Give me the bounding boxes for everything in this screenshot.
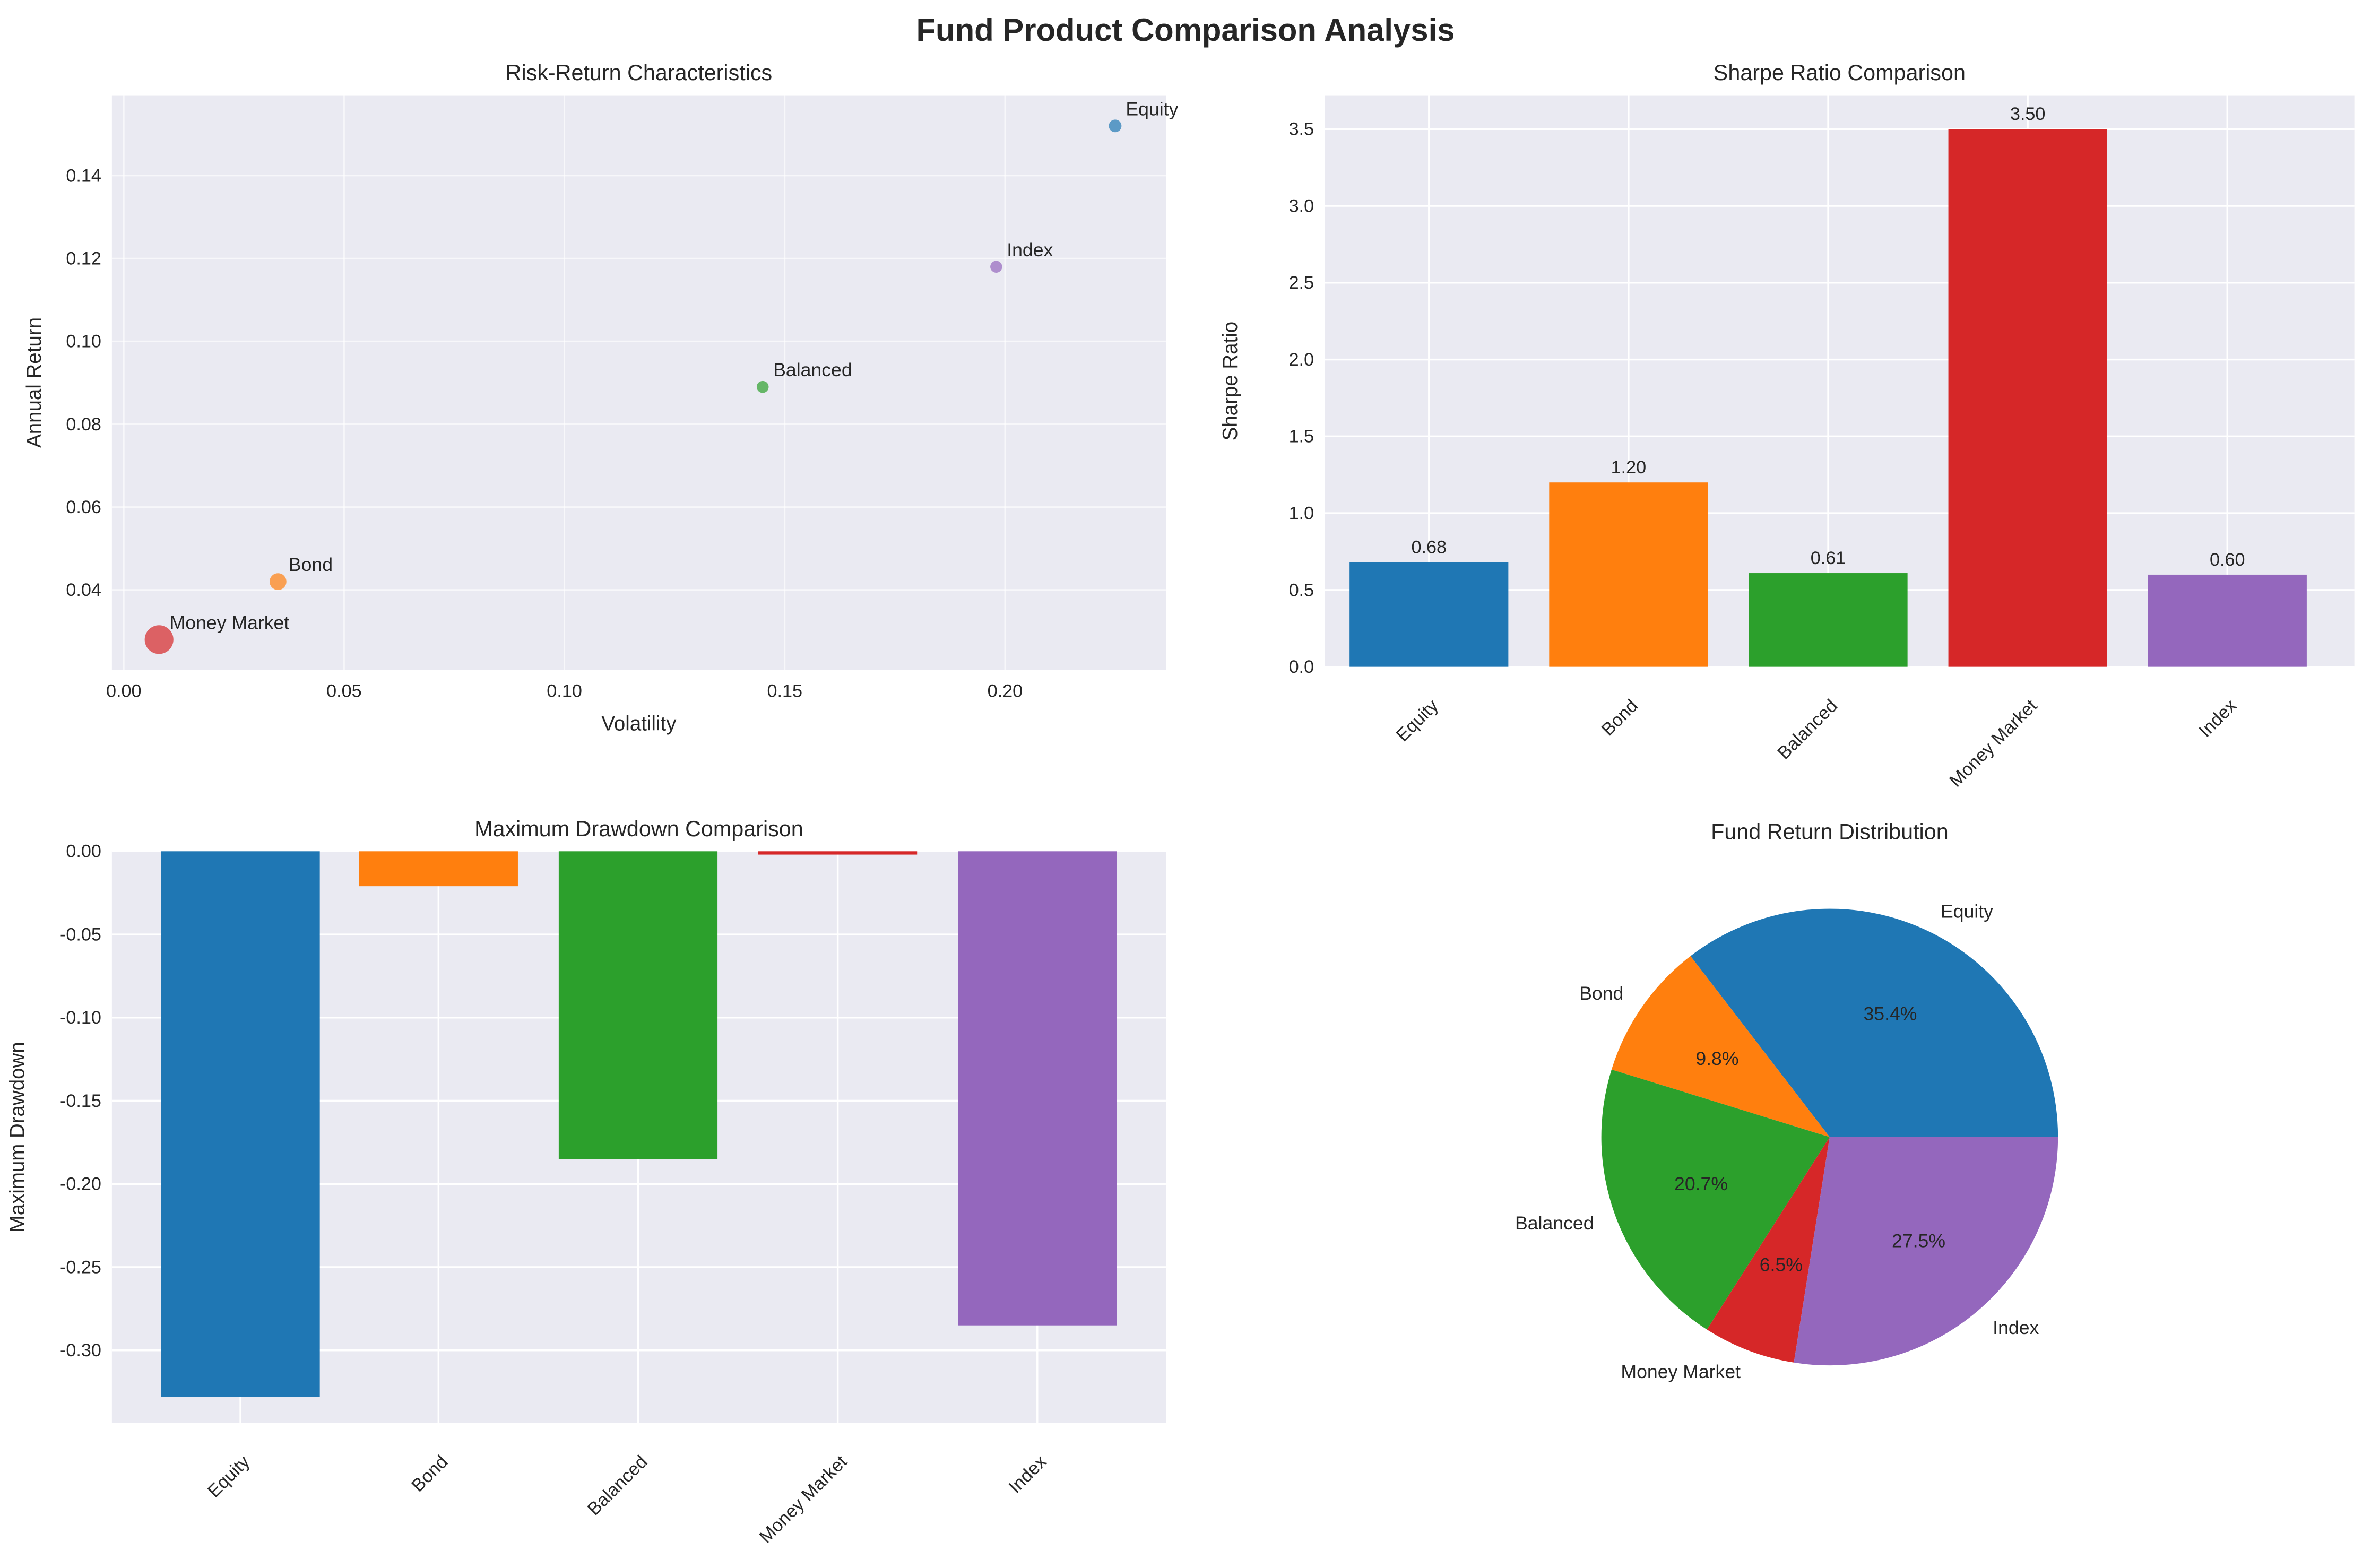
point-annotation: Money Market (170, 612, 290, 633)
y-tick-label: 3.0 (1289, 196, 1314, 216)
bar-value-label: 0.60 (2210, 550, 2245, 570)
axes-background (111, 95, 1166, 670)
pie-percent-label: 27.5% (1892, 1231, 1945, 1252)
point-annotation: Bond (289, 554, 333, 575)
x-tick-label: 0.10 (547, 681, 582, 701)
return-distribution-pie: Equity 35.4% Bond 9.8% Balanced 20.7% Money Ma… (1515, 820, 2058, 1382)
scatter-point-balanced (756, 380, 769, 393)
chart-title: Sharpe Ratio Comparison (1714, 60, 1966, 85)
y-tick-label: 2.5 (1289, 273, 1314, 293)
x-tick-label: Index (1005, 1452, 1051, 1497)
y-tick-label: 0.06 (66, 497, 101, 517)
x-tick-label: 0.00 (106, 681, 142, 701)
chart-title: Fund Return Distribution (1711, 820, 1949, 844)
x-axis-label: Volatility (601, 712, 677, 735)
y-tick-label: 0.08 (66, 414, 101, 435)
pie-slice-money-market (1707, 1137, 1830, 1363)
bar-equity (1349, 562, 1509, 667)
bar-balanced (558, 851, 718, 1159)
x-tick-label: Bond (408, 1452, 452, 1496)
x-tick-label: 0.05 (326, 681, 362, 701)
pie-percent-label: 6.5% (1760, 1254, 1803, 1276)
y-tick-label: -0.10 (60, 1008, 101, 1028)
y-tick-label: 0.12 (66, 249, 101, 269)
scatter-point-index (990, 261, 1002, 273)
pie-slice-index (1794, 1137, 2058, 1366)
bar-balanced (1749, 573, 1908, 667)
risk-return-scatter: 0.00 0.05 0.10 0.15 0.20 0.04 0.06 0.08 0.10 0.12… (23, 60, 1179, 735)
bar-value-label: 0.68 (1411, 538, 1447, 558)
bar-money-market (1948, 129, 2107, 667)
pie-slice-bond (1611, 956, 1830, 1137)
max-drawdown-bar-chart: 0.00 -0.05 -0.10 -0.15 -0.20 -0.25 -0.30 Equity… (6, 817, 1166, 1547)
main-title: Fund Product Comparison Analysis (916, 12, 1455, 48)
x-tick-label: Equity (1392, 695, 1443, 746)
y-tick-label: 0.0 (1289, 657, 1314, 677)
y-tick-label: 0.04 (66, 580, 101, 600)
pie-label: Equity (1941, 901, 1993, 922)
x-tick-label: Balanced (1773, 696, 1841, 764)
x-tick-label: 0.15 (767, 681, 802, 701)
y-tick-label: 0.5 (1289, 580, 1314, 600)
bar-equity (161, 851, 320, 1397)
pie-slice-balanced (1601, 1069, 1830, 1330)
pie-percent-label: 20.7% (1674, 1173, 1728, 1194)
scatter-point-equity (1109, 119, 1122, 133)
y-tick-label: -0.05 (60, 924, 101, 945)
chart-title: Risk-Return Characteristics (506, 60, 773, 85)
bar-index (958, 851, 1117, 1326)
bar-value-label: 0.61 (1811, 548, 1846, 568)
x-tick-label: 0.20 (988, 681, 1023, 701)
y-tick-label: 1.5 (1289, 427, 1314, 447)
y-tick-label: -0.25 (60, 1257, 101, 1277)
x-tick-label: Index (2195, 696, 2240, 741)
pie-slice-equity (1690, 908, 2058, 1137)
bar-value-label: 3.50 (2010, 104, 2046, 124)
y-tick-label: 2.0 (1289, 350, 1314, 370)
y-tick-label: 0.00 (66, 842, 101, 862)
bar-money-market (758, 851, 918, 855)
bar-bond (359, 851, 518, 887)
y-axis-label: Annual Return (23, 317, 46, 448)
x-tick-label: Equity (204, 1451, 254, 1502)
x-tick-label: Balanced (584, 1452, 652, 1520)
point-annotation: Index (1007, 239, 1053, 261)
y-axis-label: Sharpe Ratio (1219, 322, 1242, 440)
bar-bond (1549, 482, 1708, 667)
bar-value-label: 1.20 (1611, 457, 1647, 478)
y-tick-label: 0.10 (66, 332, 101, 352)
bar-index (2148, 574, 2307, 667)
y-tick-label: -0.20 (60, 1174, 101, 1194)
pie-percent-label: 35.4% (1863, 1003, 1917, 1025)
x-tick-label: Bond (1598, 696, 1642, 740)
pie-label: Balanced (1515, 1212, 1594, 1234)
chart-title: Maximum Drawdown Comparison (474, 817, 803, 841)
y-tick-label: -0.15 (60, 1091, 101, 1111)
pie-label: Bond (1579, 983, 1623, 1004)
y-tick-label: -0.30 (60, 1340, 101, 1361)
pie-label: Index (1993, 1317, 2039, 1338)
y-axis-label: Maximum Drawdown (6, 1042, 29, 1232)
scatter-point-bond (270, 573, 287, 590)
pie-percent-label: 9.8% (1695, 1048, 1738, 1069)
y-tick-label: 0.14 (66, 166, 101, 186)
x-tick-label: Money Market (756, 1451, 851, 1547)
sharpe-ratio-bar-chart: 0.0 0.5 1.0 1.5 2.0 2.5 3.0 3.5 0.68 Equity 1.20 Bo… (1219, 60, 2355, 791)
point-annotation: Equity (1126, 98, 1178, 119)
y-tick-label: 3.5 (1289, 119, 1314, 140)
pie-label: Money Market (1621, 1361, 1741, 1382)
x-tick-label: Money Market (1945, 696, 2041, 791)
y-tick-label: 1.0 (1289, 504, 1314, 524)
scatter-point-money-market (144, 625, 174, 654)
point-annotation: Balanced (773, 359, 852, 380)
